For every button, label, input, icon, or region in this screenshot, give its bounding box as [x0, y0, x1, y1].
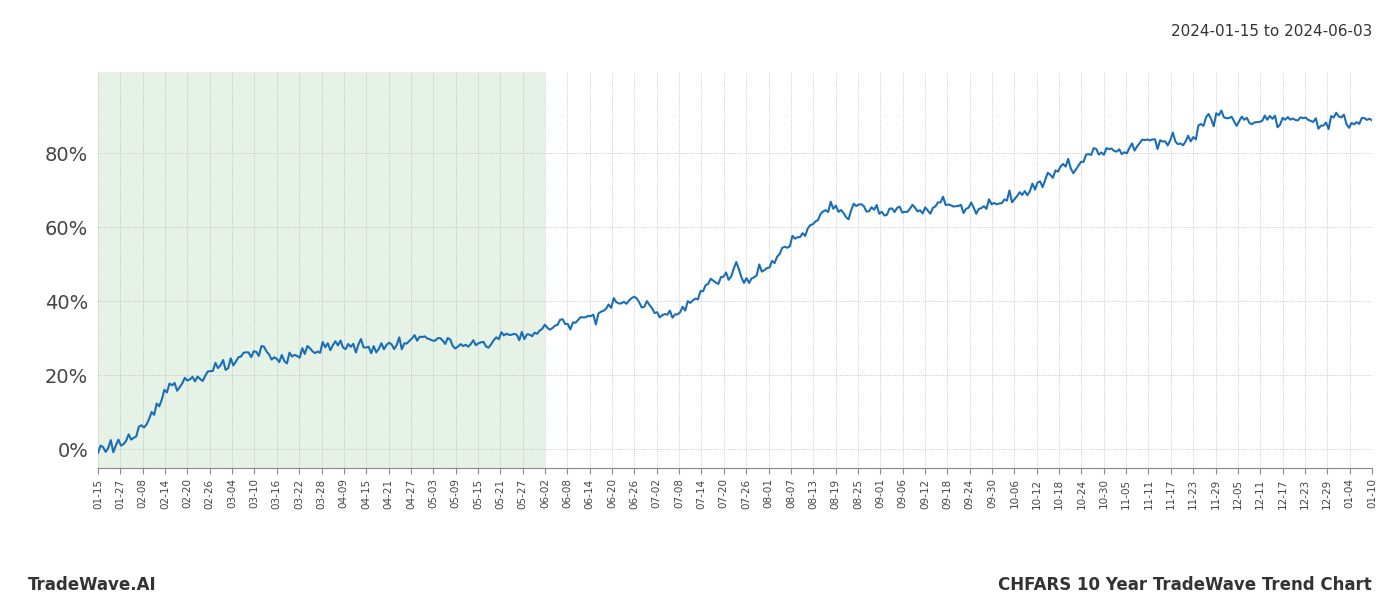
Text: CHFARS 10 Year TradeWave Trend Chart: CHFARS 10 Year TradeWave Trend Chart	[998, 576, 1372, 594]
Text: TradeWave.AI: TradeWave.AI	[28, 576, 157, 594]
Text: 2024-01-15 to 2024-06-03: 2024-01-15 to 2024-06-03	[1170, 24, 1372, 39]
Bar	[98, 72, 545, 468]
